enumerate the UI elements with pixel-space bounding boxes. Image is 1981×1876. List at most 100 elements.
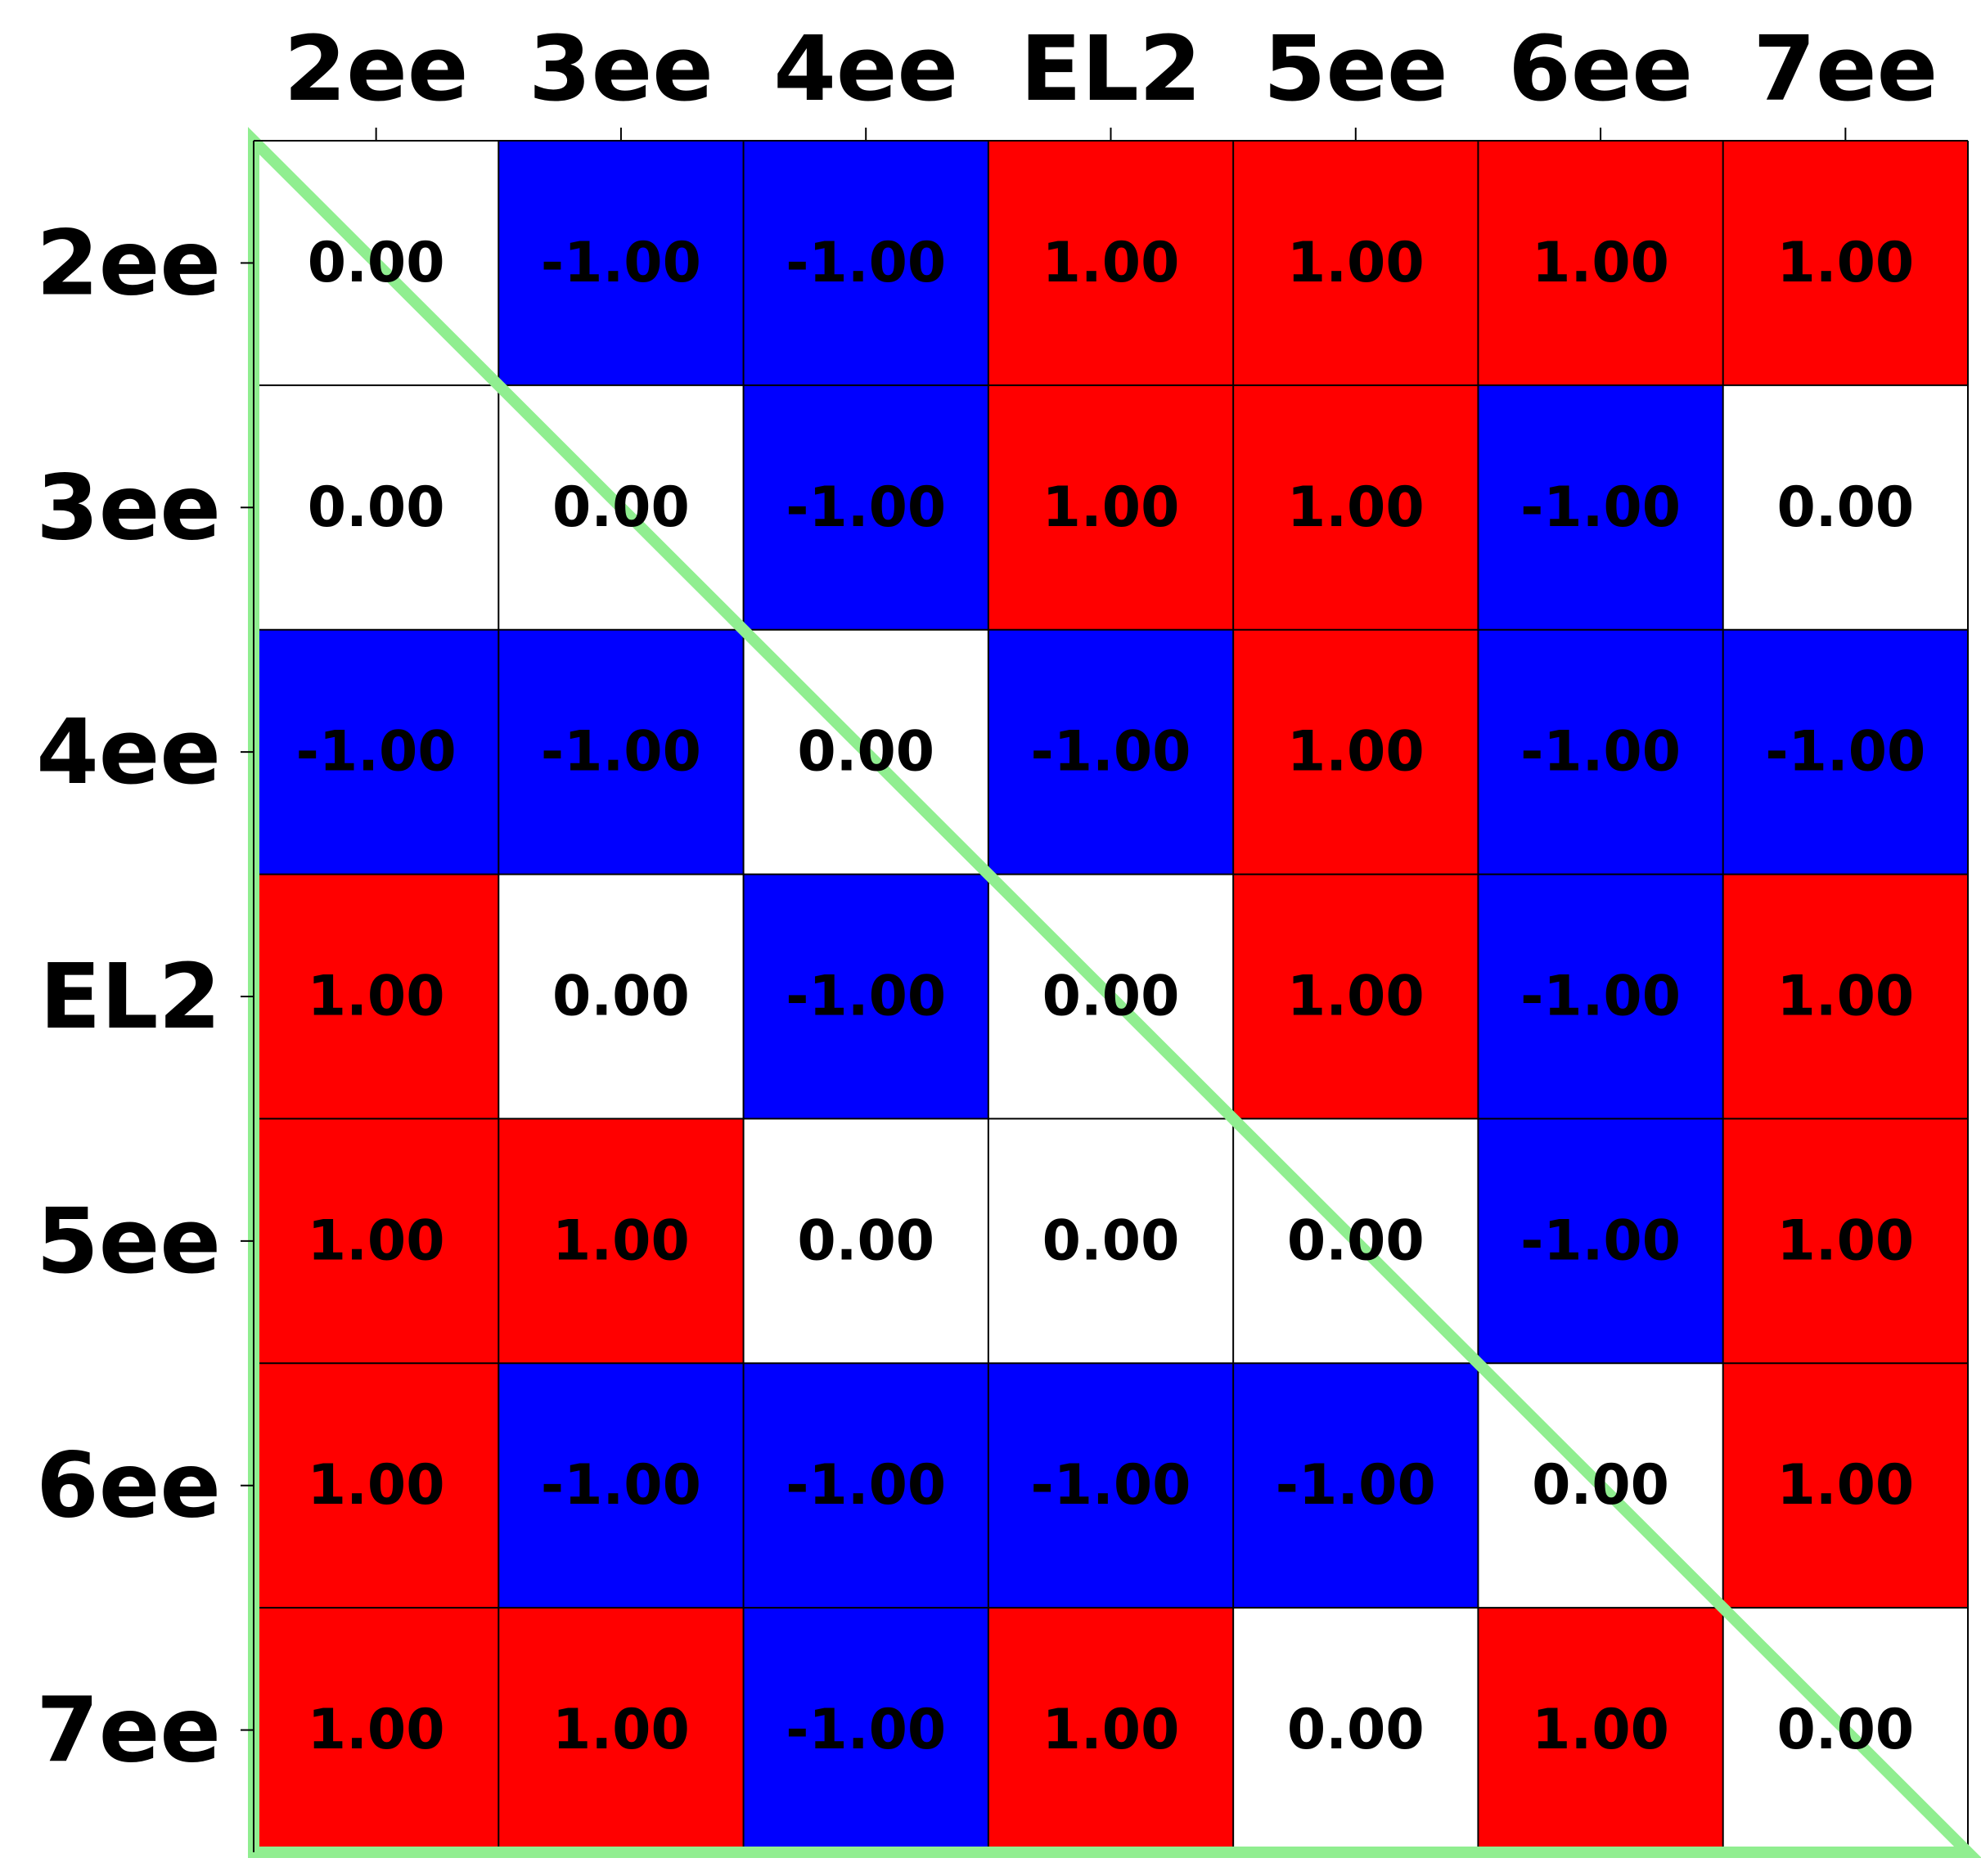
heatmap-cell	[254, 1608, 499, 1852]
cell-value-label: 1.00	[1042, 475, 1180, 540]
cell-value-label: -1.00	[1520, 475, 1681, 540]
cell-value-label: 1.00	[1287, 720, 1425, 785]
heatmap-cell	[1722, 1118, 1968, 1364]
cell-value-label: -1.00	[786, 1453, 946, 1518]
cell-value-label: 1.00	[1532, 231, 1669, 295]
cell-value-label: 1.00	[308, 1698, 445, 1762]
cell-value-label: 0.00	[1042, 1208, 1180, 1273]
cell-value-label: 0.00	[1042, 965, 1180, 1029]
heatmap-cell	[743, 1608, 988, 1852]
heatmap-cell	[1233, 141, 1479, 385]
heatmap-cell	[1478, 1118, 1723, 1364]
cell-value-label: 1.00	[1287, 231, 1425, 295]
x-tick-label: 7ee	[1753, 16, 1938, 121]
cell-value-label: 1.00	[1776, 965, 1914, 1029]
y-axis: 2ee 3ee 4ee EL2 5ee 6ee 7ee	[36, 141, 254, 1852]
heatmap-cell	[743, 1363, 988, 1608]
heatmap-cell	[1233, 385, 1479, 630]
y-tick-label: 6ee	[36, 1433, 221, 1538]
heatmap-cell	[1478, 874, 1723, 1119]
x-tick-label: 5ee	[1263, 16, 1448, 121]
heatmap-cell	[1722, 1363, 1968, 1608]
y-tick-label: 3ee	[36, 455, 221, 560]
heatmap-cell	[498, 1363, 744, 1608]
x-axis: 2ee 3ee 4ee EL2 5ee 6ee 7ee	[254, 16, 1968, 142]
cell-value-label: 0.00	[797, 1208, 934, 1273]
cell-value-label: 1.00	[308, 1208, 445, 1273]
cell-value-label: 0.00	[1776, 1698, 1914, 1762]
x-tick-label: 6ee	[1508, 16, 1693, 121]
y-tick-label: EL2	[39, 944, 221, 1049]
x-tick-label: 2ee	[284, 16, 469, 121]
cell-value-label: 0.00	[1532, 1453, 1669, 1518]
heatmap-cell	[743, 141, 988, 385]
cell-value-label: -1.00	[1276, 1453, 1436, 1518]
heatmap-cell	[743, 1118, 988, 1364]
cell-value-label: 0.00	[552, 475, 690, 540]
cell-value-label: 0.00	[308, 475, 445, 540]
cell-value-label: 1.00	[308, 1453, 445, 1518]
heatmap-cell	[1478, 629, 1723, 875]
cell-value-label: -1.00	[786, 965, 946, 1029]
cell-value-label: 1.00	[1287, 965, 1425, 1029]
x-tick-label: EL2	[1020, 16, 1202, 121]
heatmap-cell	[498, 629, 744, 875]
cell-value-label: -1.00	[1765, 720, 1925, 785]
heatmap-cell	[1722, 141, 1968, 385]
cell-value-label: 1.00	[552, 1698, 690, 1762]
cell-value-label: -1.00	[541, 1453, 701, 1518]
cell-value-labels: 0.00 -1.00 -1.00 1.00 1.00 1.00 1.00 0.00 0.00 -1…	[296, 231, 1926, 1762]
heatmap-cell	[1722, 629, 1968, 875]
heatmap-cell	[1722, 385, 1968, 630]
heatmap-cell	[254, 1118, 499, 1364]
heatmap-cell	[1233, 629, 1479, 875]
cell-value-label: -1.00	[296, 720, 457, 785]
heatmap-cell	[743, 874, 988, 1119]
cell-value-label: 1.00	[1042, 231, 1180, 295]
cell-value-label: 0.00	[1776, 475, 1914, 540]
cell-value-label: -1.00	[1520, 965, 1681, 1029]
cell-value-label: -1.00	[1031, 720, 1191, 785]
heatmap-cell	[498, 874, 744, 1119]
y-tick-label: 5ee	[36, 1189, 221, 1293]
heatmap-cell	[988, 629, 1234, 875]
heatmap-cell	[498, 1608, 744, 1852]
cell-value-label: 0.00	[1287, 1208, 1425, 1273]
cell-value-label: 1.00	[552, 1208, 690, 1273]
y-tick-label: 7ee	[36, 1678, 221, 1783]
heatmap-cell	[988, 141, 1234, 385]
cell-value-label: 0.00	[1287, 1698, 1425, 1762]
cell-value-label: 1.00	[1532, 1698, 1669, 1762]
cell-value-label: -1.00	[1520, 1208, 1681, 1273]
y-tick-label: 4ee	[36, 700, 221, 804]
cell-value-label: 1.00	[308, 965, 445, 1029]
cell-value-label: -1.00	[786, 1698, 946, 1762]
x-tick-label: 4ee	[773, 16, 958, 121]
heatmap-cell	[498, 1118, 744, 1364]
cell-value-label: -1.00	[541, 720, 701, 785]
heatmap-cell	[1233, 874, 1479, 1119]
heatmap-cell	[1478, 1608, 1723, 1852]
heatmap-cell	[254, 874, 499, 1119]
heatmap-cell	[254, 385, 499, 630]
cell-value-label: 0.00	[308, 231, 445, 295]
heatmap-cell	[1478, 385, 1723, 630]
cell-value-label: 1.00	[1776, 231, 1914, 295]
heatmap-cell	[743, 385, 988, 630]
cell-value-label: 1.00	[1287, 475, 1425, 540]
cell-value-label: 1.00	[1776, 1208, 1914, 1273]
cell-value-label: -1.00	[786, 231, 946, 295]
heatmap-cell	[988, 1363, 1234, 1608]
cell-value-label: 0.00	[797, 720, 934, 785]
heatmap-cell	[254, 1363, 499, 1608]
heatmap-cell	[988, 1118, 1234, 1364]
x-tick-label: 3ee	[529, 16, 714, 121]
heatmap-cell	[1478, 141, 1723, 385]
cell-value-label: -1.00	[786, 475, 946, 540]
y-tick-label: 2ee	[36, 210, 221, 315]
heatmap-cell	[1233, 1608, 1479, 1852]
heatmap-cell	[1233, 1363, 1479, 1608]
heatmap-cell	[988, 1608, 1234, 1852]
heatmap-cell	[1722, 874, 1968, 1119]
